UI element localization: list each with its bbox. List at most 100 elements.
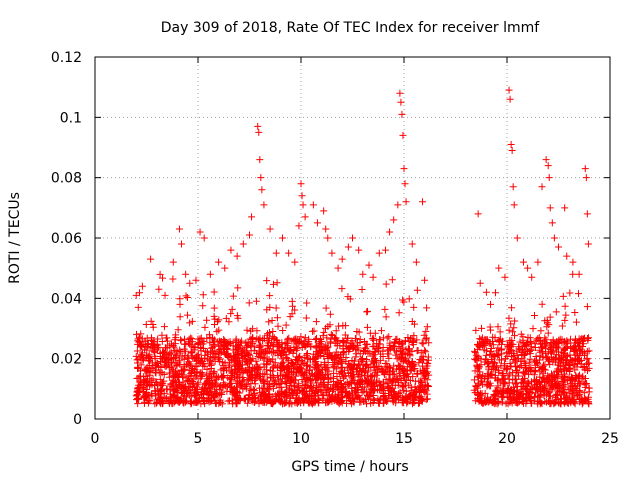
data-point xyxy=(320,207,328,215)
data-point xyxy=(299,358,307,366)
data-point xyxy=(536,384,544,392)
data-point xyxy=(288,337,296,345)
data-point xyxy=(482,355,490,363)
data-point xyxy=(213,328,221,336)
data-point xyxy=(562,311,570,319)
data-point xyxy=(249,325,257,333)
data-point xyxy=(511,358,519,366)
data-point xyxy=(219,364,227,372)
data-point xyxy=(497,362,505,370)
data-point xyxy=(205,398,213,406)
data-point xyxy=(523,397,531,405)
data-point xyxy=(377,327,385,335)
data-point xyxy=(404,345,412,353)
data-point xyxy=(221,359,229,367)
data-point xyxy=(519,258,527,266)
data-point xyxy=(263,360,271,368)
y-tick-label: 0.12 xyxy=(51,50,82,66)
x-tick-label: 5 xyxy=(194,431,203,447)
data-point xyxy=(248,370,256,378)
data-point xyxy=(362,377,370,385)
data-point xyxy=(157,387,165,395)
data-point xyxy=(499,387,507,395)
data-point xyxy=(489,362,497,370)
data-point xyxy=(546,313,554,321)
data-point xyxy=(133,388,141,396)
data-point xyxy=(348,364,356,372)
data-point xyxy=(352,350,360,358)
data-point xyxy=(316,341,324,349)
data-point xyxy=(381,359,389,367)
data-point xyxy=(478,324,486,332)
data-point xyxy=(421,276,429,284)
data-point xyxy=(176,300,184,308)
data-point xyxy=(187,389,195,397)
data-point xyxy=(373,362,381,370)
data-point xyxy=(550,234,558,242)
data-point xyxy=(257,174,265,182)
data-point xyxy=(539,353,547,361)
data-point xyxy=(315,349,323,357)
data-point xyxy=(580,351,588,359)
data-point xyxy=(483,360,491,368)
data-point xyxy=(283,374,291,382)
data-point xyxy=(372,344,380,352)
data-point xyxy=(359,270,367,278)
data-point xyxy=(346,390,354,398)
data-point xyxy=(344,360,352,368)
data-point xyxy=(398,339,406,347)
data-point xyxy=(507,385,515,393)
data-point xyxy=(249,385,257,393)
data-point xyxy=(309,201,317,209)
data-point xyxy=(395,344,403,352)
data-point xyxy=(177,337,185,345)
data-point xyxy=(203,348,211,356)
data-point xyxy=(365,261,373,269)
data-point xyxy=(379,384,387,392)
data-point xyxy=(564,359,572,367)
data-point xyxy=(247,343,255,351)
data-point xyxy=(408,387,416,395)
data-point xyxy=(481,375,489,383)
data-point xyxy=(162,334,170,342)
data-point xyxy=(248,213,256,221)
data-point xyxy=(151,382,159,390)
data-point xyxy=(344,293,352,301)
data-point xyxy=(305,355,313,363)
data-point xyxy=(369,273,377,281)
data-point xyxy=(574,360,582,368)
data-point xyxy=(168,372,176,380)
data-point xyxy=(274,351,282,359)
data-point xyxy=(138,342,146,350)
data-point xyxy=(312,318,320,326)
data-point xyxy=(512,372,520,380)
data-point xyxy=(524,264,532,272)
data-point xyxy=(256,156,264,164)
data-point xyxy=(409,338,417,346)
data-point xyxy=(244,376,252,384)
data-point xyxy=(312,373,320,381)
data-point xyxy=(585,334,593,342)
data-point xyxy=(229,385,237,393)
data-point xyxy=(215,258,223,266)
data-point xyxy=(242,339,250,347)
data-point xyxy=(334,398,342,406)
data-point xyxy=(357,356,365,364)
data-point xyxy=(385,383,393,391)
data-point xyxy=(474,390,482,398)
data-point xyxy=(308,327,316,335)
data-point xyxy=(180,385,188,393)
data-point xyxy=(164,351,172,359)
data-point xyxy=(537,327,545,335)
data-point xyxy=(552,308,560,316)
data-point xyxy=(399,399,407,407)
data-point xyxy=(344,344,352,352)
data-point xyxy=(182,292,190,300)
data-point xyxy=(339,345,347,353)
data-point xyxy=(324,234,332,242)
data-point xyxy=(298,192,306,200)
data-point xyxy=(142,393,150,401)
data-point xyxy=(197,373,205,381)
data-point xyxy=(185,373,193,381)
data-point xyxy=(210,288,218,296)
